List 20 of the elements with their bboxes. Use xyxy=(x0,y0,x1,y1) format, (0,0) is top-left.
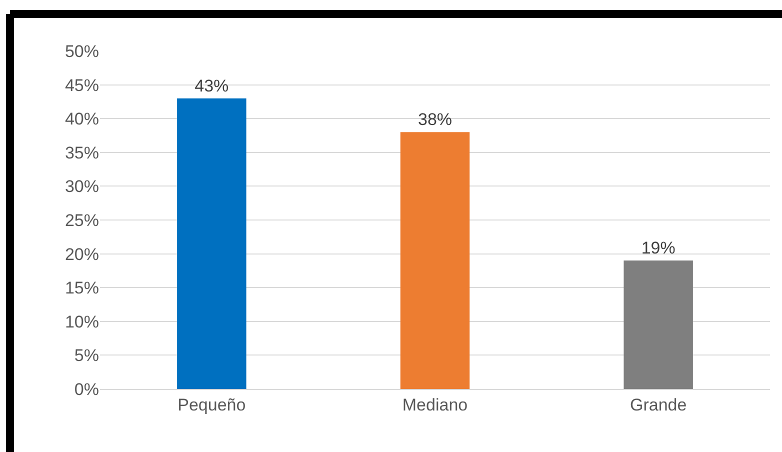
y-tick-label: 0% xyxy=(74,380,99,399)
y-tick-label: 35% xyxy=(64,143,99,162)
y-tick-label: 30% xyxy=(64,177,99,196)
bar xyxy=(400,132,470,389)
data-label: 19% xyxy=(641,238,676,258)
data-label: 43% xyxy=(194,76,229,96)
y-tick-label: 20% xyxy=(64,244,99,264)
y-tick-label: 15% xyxy=(64,278,99,298)
x-tick-label: Pequeño xyxy=(178,395,246,414)
data-label: 38% xyxy=(418,110,452,130)
y-tick-label: 10% xyxy=(64,312,99,332)
x-tick-label: Mediano xyxy=(402,395,468,414)
y-tick-label: 40% xyxy=(64,110,99,129)
bar xyxy=(177,98,246,389)
y-tick-label: 5% xyxy=(74,346,99,366)
y-tick-label: 25% xyxy=(64,210,99,230)
bar xyxy=(624,260,693,389)
y-tick-label: 50% xyxy=(64,42,99,61)
y-tick-label: 45% xyxy=(64,76,99,95)
x-tick-label: Grande xyxy=(630,395,687,414)
